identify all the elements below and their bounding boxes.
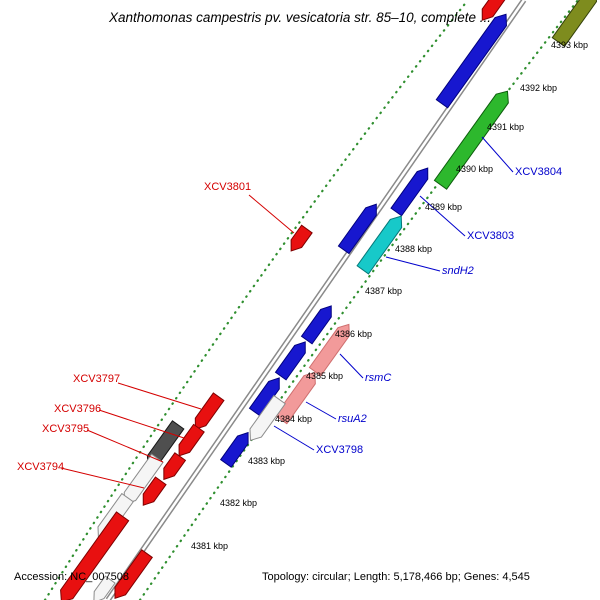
leader-line-rsua2	[305, 401, 337, 420]
footer-accession: Accession: NC_007508	[14, 571, 129, 583]
gene-arrow-blue-2[interactable]	[337, 200, 381, 255]
gene-arrow-sndh2[interactable]	[356, 212, 407, 275]
gene-label-xcv3796[interactable]: XCV3796	[54, 403, 102, 415]
leader-line-xcv3794	[60, 467, 145, 489]
gene-label-xcv3803[interactable]: XCV3803	[467, 230, 515, 242]
gene-arrow-xcv3795[interactable]	[159, 452, 187, 483]
gene-arrow-blue-4[interactable]	[274, 338, 310, 381]
gene-arrow-red-7[interactable]	[110, 549, 153, 600]
leader-line-xcv3796	[98, 409, 185, 439]
tick-label-4385: 4385 kbp	[306, 371, 344, 381]
tick-label-4381: 4381 kbp	[191, 541, 229, 551]
tick-label-4389: 4389 kbp	[425, 202, 463, 212]
gene-arrow-blue-1[interactable]	[435, 10, 511, 109]
gene-label-rsmc[interactable]: rsmC	[365, 372, 392, 384]
tick-label-4384: 4384 kbp	[275, 414, 313, 424]
gene-arrow-rsua2[interactable]	[274, 368, 320, 425]
leader-line-rsmc	[339, 353, 364, 379]
gene-arrow-xcv3804[interactable]	[433, 87, 513, 190]
tick-label-4390: 4390 kbp	[456, 164, 494, 174]
gc-plot-inner-dotted-line	[138, 0, 580, 600]
tick-label-4392: 4392 kbp	[520, 83, 558, 93]
gene-label-xcv3804[interactable]: XCV3804	[515, 166, 563, 178]
tick-label-4383: 4383 kbp	[248, 456, 286, 466]
tick-label-4382: 4382 kbp	[220, 498, 258, 508]
tick-label-4387: 4387 kbp	[365, 286, 403, 296]
footer-topology: Topology: circular; Length: 5,178,466 bp…	[262, 571, 530, 583]
tick-label-4393: 4393 kbp	[551, 40, 589, 50]
tick-label-4391: 4391 kbp	[487, 122, 525, 132]
gene-arrow-red-6[interactable]	[55, 511, 130, 600]
gene-arrow-red-5[interactable]	[138, 476, 167, 509]
gene-arrow-blue-6[interactable]	[219, 429, 254, 468]
gene-arrow-rsmc[interactable]	[308, 320, 354, 377]
gene-arrow-olive[interactable]	[551, 0, 600, 48]
leader-line-xcv3797	[117, 382, 202, 410]
genome-backbone-gap	[106, 0, 526, 600]
leader-line-xcv3801	[248, 194, 295, 234]
gene-label-xcv3795[interactable]: XCV3795	[42, 423, 90, 435]
leader-line-xcv3804	[481, 136, 514, 173]
gene-label-rsua2[interactable]: rsuA2	[338, 413, 367, 425]
gene-arrow-xcv3803[interactable]	[390, 164, 433, 217]
leader-line-xcv3803	[419, 195, 466, 237]
leader-line-xcv3798	[273, 425, 315, 451]
gene-arrow-white-4[interactable]	[89, 575, 116, 600]
gene-label-xcv3794[interactable]: XCV3794	[17, 461, 65, 473]
tick-label-4386: 4386 kbp	[335, 329, 373, 339]
gene-label-xcv3798[interactable]: XCV3798	[316, 444, 364, 456]
gene-arrow-blue-5[interactable]	[248, 374, 284, 417]
gene-label-sndh2[interactable]: sndH2	[442, 265, 474, 277]
tick-label-4388: 4388 kbp	[395, 244, 433, 254]
gene-arrow-xcv3797[interactable]	[190, 392, 225, 433]
leader-line-xcv3795	[86, 429, 164, 463]
gene-arrow-xcv3796[interactable]	[174, 423, 205, 459]
gc-plot-outer-dotted-line	[43, 0, 470, 600]
leader-line-sndh2	[385, 256, 441, 272]
gene-arrow-xcv3801[interactable]	[286, 224, 313, 255]
gene-label-xcv3797[interactable]: XCV3797	[73, 373, 121, 385]
gene-arrow-blue-3[interactable]	[300, 302, 336, 345]
gene-label-xcv3801[interactable]: XCV3801	[204, 181, 252, 193]
gene-arrow-red-top[interactable]	[477, 0, 506, 24]
gene-arrow-xcv3798[interactable]	[245, 394, 286, 445]
map-title: Xanthomonas campestris pv. vesicatoria s…	[109, 10, 491, 25]
